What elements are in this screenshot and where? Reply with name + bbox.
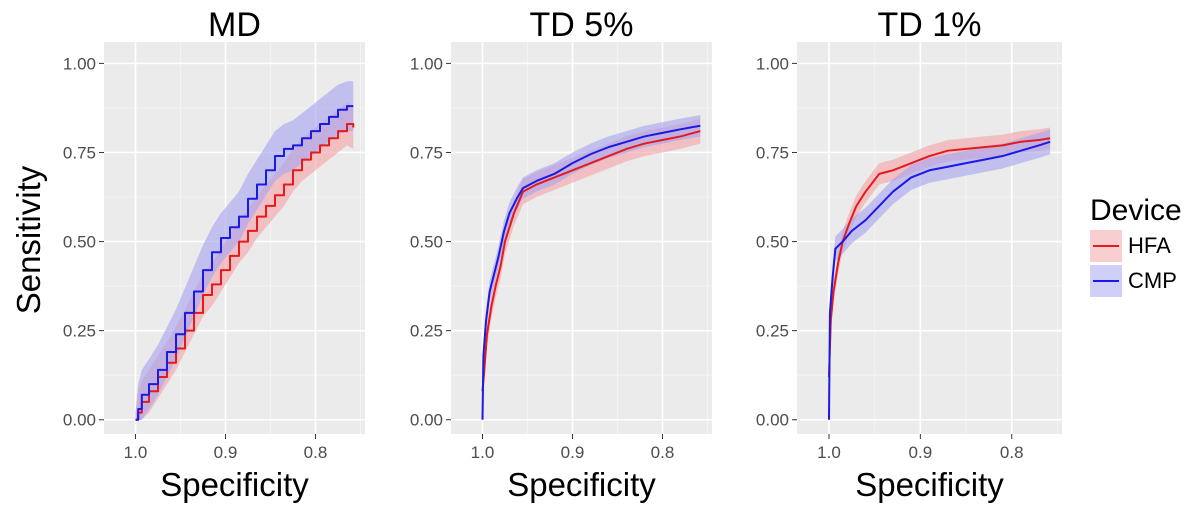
series-line-cmp xyxy=(827,140,1051,420)
y-tick-label: 0.75 xyxy=(756,143,789,162)
confidence-band-hfa xyxy=(135,102,354,420)
y-tick-label: 0.00 xyxy=(756,411,789,430)
y-tick-label: 0.00 xyxy=(410,411,443,430)
x-axis-label: Specificity xyxy=(855,466,1004,503)
series-line-hfa xyxy=(135,122,355,421)
y-tick-label: 0.00 xyxy=(63,411,96,430)
series-line-cmp xyxy=(135,105,354,421)
y-tick-label: 1.00 xyxy=(63,54,96,73)
x-tick-label: 0.8 xyxy=(651,443,675,462)
y-tick-label: 0.50 xyxy=(756,233,789,252)
panel-background xyxy=(451,42,712,434)
y-tick-label: 0.75 xyxy=(410,143,443,162)
x-axis-label: Specificity xyxy=(160,466,309,503)
series-line-cmp xyxy=(481,124,701,420)
x-tick-label: 0.8 xyxy=(304,443,328,462)
y-tick-label: 0.25 xyxy=(756,322,789,341)
x-tick-label: 0.9 xyxy=(214,443,238,462)
y-tick-label: 1.00 xyxy=(410,54,443,73)
x-tick-label: 1.0 xyxy=(124,443,148,462)
panel-title: TD 1% xyxy=(878,6,982,44)
panel-1: 0.00 0.25 0.50 0.75 1.00 1.0 0.9 0.8 MD Specifici… xyxy=(63,6,365,503)
y-axis-label: Sensitivity xyxy=(10,165,47,314)
panel-title: TD 5% xyxy=(530,6,634,44)
series-line-hfa xyxy=(827,137,1051,378)
y-tick-label: 0.75 xyxy=(63,143,96,162)
x-axis-label: Specificity xyxy=(507,466,656,503)
x-tick-label: 1.0 xyxy=(471,443,495,462)
y-tick-label: 1.00 xyxy=(756,54,789,73)
x-tick-label: 0.9 xyxy=(561,443,585,462)
panel-title: MD xyxy=(208,6,261,44)
y-tick-label: 0.50 xyxy=(63,233,96,252)
y-tick-label: 0.25 xyxy=(63,322,96,341)
panel-2: 0.00 0.25 0.50 0.75 1.00 1.0 0.9 0.8 TD 5% Specif… xyxy=(410,6,712,503)
legend-label-cmp: CMP xyxy=(1128,268,1177,293)
panel-3: 0.00 0.25 0.50 0.75 1.00 1.0 0.9 0.8 TD 1% Specif… xyxy=(756,6,1062,503)
y-tick-label: 0.50 xyxy=(410,233,443,252)
legend: Device HFA CMP xyxy=(1090,194,1182,297)
x-tick-label: 0.9 xyxy=(909,443,933,462)
y-tick-label: 0.25 xyxy=(410,322,443,341)
confidence-band-cmp xyxy=(482,115,701,420)
series-line-hfa xyxy=(481,130,701,392)
x-tick-label: 0.8 xyxy=(1000,443,1024,462)
legend-title: Device xyxy=(1090,194,1182,227)
x-tick-label: 1.0 xyxy=(817,443,841,462)
legend-label-hfa: HFA xyxy=(1128,233,1171,258)
